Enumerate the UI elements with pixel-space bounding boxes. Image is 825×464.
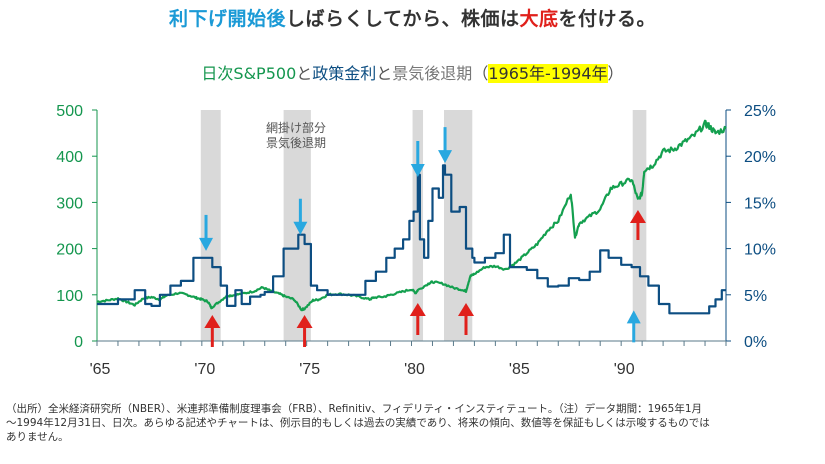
rate-cut-arrow-head xyxy=(438,150,453,164)
x-tick-label: '80 xyxy=(404,361,425,378)
rate-cut-arrow-head xyxy=(199,237,214,251)
right-tick-label: 25% xyxy=(744,103,776,120)
left-tick-label: 400 xyxy=(56,149,83,166)
left-tick-label: 0 xyxy=(74,334,83,351)
footnote-line-2: ～1994年12月31日、日次。あらゆる記述やチャートは、例示目的もしくは過去の… xyxy=(6,417,710,429)
footnote: （出所）全米経済研究所（NBER）、米連邦準備制度理事会（FRB）、Refini… xyxy=(6,402,821,444)
right-tick-label: 0% xyxy=(744,334,767,351)
headline-end: を付ける。 xyxy=(558,8,656,30)
rate-cut-arrow-head xyxy=(410,163,425,177)
headline-bottom: 大底 xyxy=(519,8,559,30)
recession-band xyxy=(412,110,424,341)
right-tick-label: 5% xyxy=(744,288,767,305)
right-tick-label: 20% xyxy=(744,149,776,166)
left-tick-label: 100 xyxy=(56,288,83,305)
fed-rate-line xyxy=(97,164,726,315)
market-bottom-arrow-head xyxy=(458,303,475,316)
recession-annotation-line2: 景気後退期 xyxy=(266,135,326,150)
right-tick-label: 15% xyxy=(744,195,776,212)
footnote-line-1: （出所）全米経済研究所（NBER）、米連邦準備制度理事会（FRB）、Refini… xyxy=(6,403,703,415)
left-tick-label: 200 xyxy=(56,242,83,259)
series xyxy=(96,119,727,315)
subtitle-and-2: と xyxy=(376,64,393,83)
sp500-line xyxy=(96,119,727,312)
subtitle-paren-close: ） xyxy=(607,64,624,83)
x-tick-label: '65 xyxy=(90,361,111,378)
left-tick-label: 500 xyxy=(56,103,83,120)
subtitle-period: 1965年-1994年 xyxy=(488,64,608,83)
subtitle-fed-rate: 政策金利 xyxy=(312,64,377,83)
headline-rate-cut: 利下げ開始後 xyxy=(169,8,287,30)
chart-subtitle: 日次S&P500と政策金利と景気後退期（1965年-1994年） xyxy=(0,60,825,84)
subtitle-recession: 景気後退期 xyxy=(392,64,473,83)
market-bottom-arrow-head xyxy=(409,303,426,316)
left-tick-label: 300 xyxy=(56,195,83,212)
rate-cut-arrow-head xyxy=(293,221,308,235)
recession-band xyxy=(200,110,221,341)
subtitle-paren-open: （ xyxy=(472,64,489,83)
subtitle-sp500: 日次S&P500 xyxy=(201,64,297,83)
headline-middle: しばらくしてから、株価は xyxy=(286,8,520,30)
recession-annotation-line1: 網掛け部分 xyxy=(266,120,326,135)
chart: 0 100 200 300 400 500 0% 5% 10% 15% 20% 25% '65 '70 '7… xyxy=(56,103,776,378)
market-bottom-arrow-head xyxy=(204,315,221,328)
market-bottom-arrow-head xyxy=(629,210,646,223)
chart-headline: 利下げ開始後しばらくしてから、株価は大底を付ける。 xyxy=(0,4,825,31)
x-tick-label: '85 xyxy=(509,361,530,378)
subtitle-and-1: と xyxy=(296,64,313,83)
x-tick-label: '90 xyxy=(614,361,635,378)
x-tick-label: '70 xyxy=(194,361,215,378)
recession-band xyxy=(632,110,647,341)
rate-cut-arrow-head xyxy=(626,310,641,324)
right-tick-label: 10% xyxy=(744,242,776,259)
footnote-line-3: ありません。 xyxy=(6,431,69,443)
market-bottom-arrow-head xyxy=(296,315,313,328)
axes: 0 100 200 300 400 500 0% 5% 10% 15% 20% 25% '65 '70 '7… xyxy=(56,103,776,378)
arrows xyxy=(199,127,646,347)
x-tick-label: '75 xyxy=(299,361,320,378)
recession-band xyxy=(443,110,473,341)
recession-bands xyxy=(200,110,647,341)
